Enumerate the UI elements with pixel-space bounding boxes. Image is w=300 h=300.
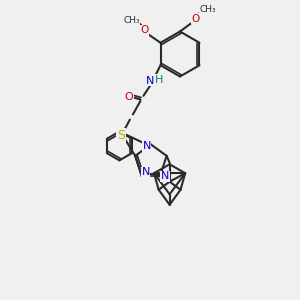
Text: CH₃: CH₃ — [200, 5, 217, 14]
Text: H: H — [155, 75, 163, 85]
Text: O: O — [124, 92, 134, 102]
Text: O: O — [191, 14, 200, 24]
Text: N: N — [161, 171, 169, 181]
Text: O: O — [140, 25, 148, 35]
Text: N: N — [142, 167, 150, 178]
Text: CH₃: CH₃ — [123, 16, 140, 26]
Text: N: N — [146, 76, 154, 86]
Text: N: N — [142, 141, 151, 151]
Text: S: S — [117, 129, 125, 142]
